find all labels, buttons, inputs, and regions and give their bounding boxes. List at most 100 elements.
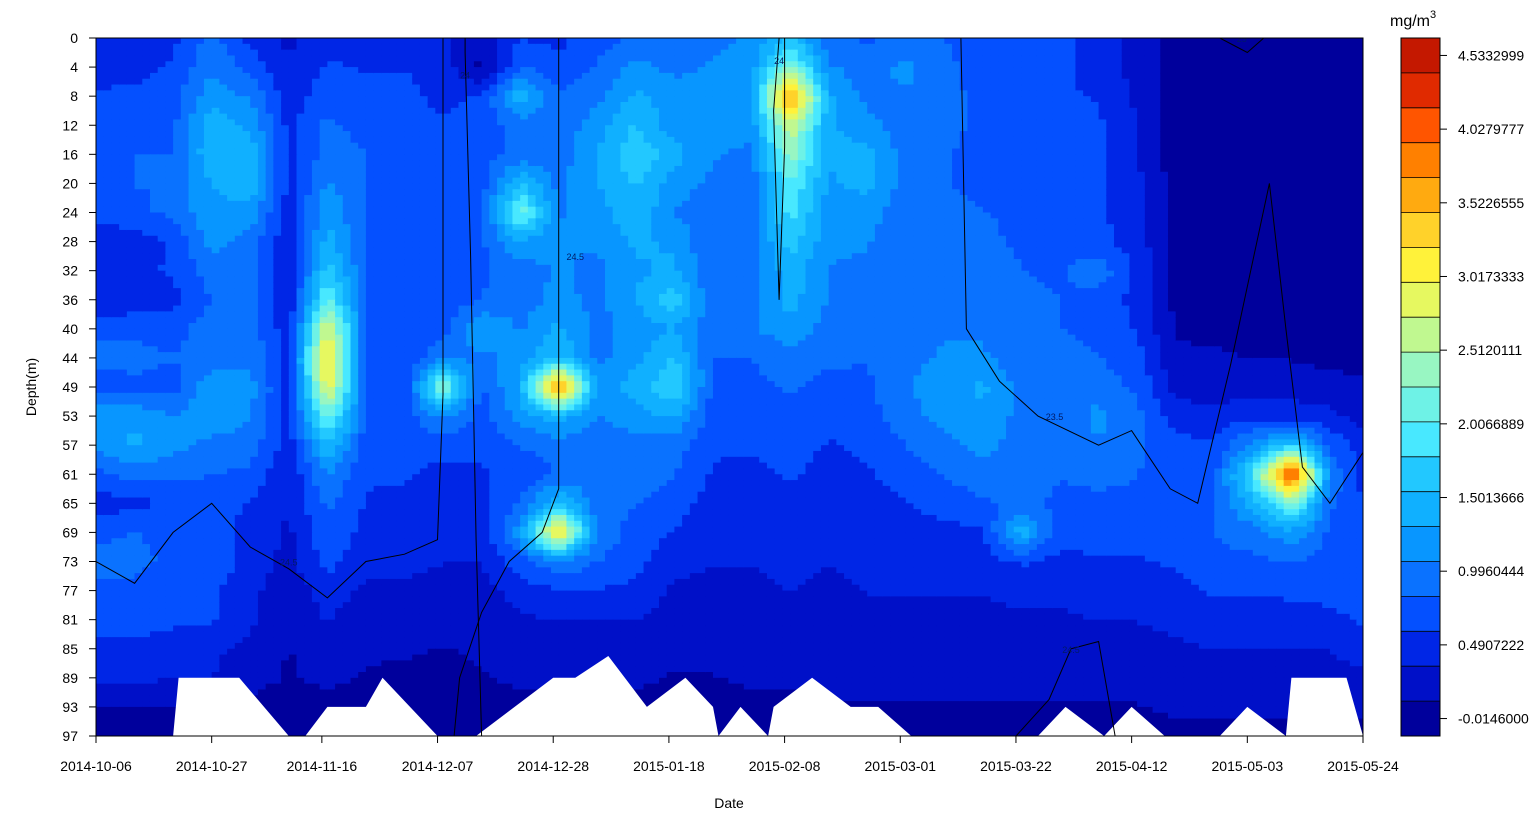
contour-cell — [227, 288, 235, 294]
contour-cell — [374, 108, 382, 114]
contour-cell — [420, 137, 428, 143]
contour-cell — [96, 160, 104, 166]
contour-cell — [389, 655, 397, 661]
contour-cell — [428, 55, 436, 61]
contour-cell — [389, 195, 397, 201]
contour-cell — [389, 166, 397, 172]
contour-cell — [435, 119, 443, 125]
contour-cell — [119, 503, 127, 509]
contour-cell — [374, 282, 382, 288]
contour-cell — [327, 90, 335, 96]
contour-cell — [281, 434, 289, 440]
contour-cell — [243, 61, 251, 67]
contour-cell — [266, 195, 274, 201]
contour-cell — [142, 259, 150, 265]
contour-cell — [212, 38, 220, 44]
contour-cell — [312, 352, 320, 358]
contour-cell — [243, 300, 251, 306]
contour-cell — [397, 79, 405, 85]
contour-cell — [189, 439, 197, 445]
contour-cell — [304, 457, 312, 463]
contour-cell — [189, 323, 197, 329]
contour-cell — [196, 143, 204, 149]
contour-cell — [204, 335, 212, 341]
contour-cell — [374, 532, 382, 538]
contour-cell — [135, 567, 143, 573]
contour-cell — [258, 457, 266, 463]
contour-cell — [381, 160, 389, 166]
contour-cell — [289, 492, 297, 498]
contour-cell — [227, 672, 235, 678]
contour-cell — [374, 73, 382, 79]
contour-cell — [165, 404, 173, 410]
contour-cell — [266, 445, 274, 451]
contour-cell — [250, 643, 258, 649]
contour-cell — [358, 166, 366, 172]
contour-cell — [397, 300, 405, 306]
contour-cell — [297, 189, 305, 195]
contour-cell — [235, 329, 243, 335]
contour-cell — [327, 695, 335, 701]
contour-cell — [320, 486, 328, 492]
contour-cell — [327, 242, 335, 248]
contour-cell — [243, 364, 251, 370]
contour-cell — [96, 684, 104, 690]
contour-cell — [335, 335, 343, 341]
contour-cell — [173, 207, 181, 213]
contour-cell — [104, 224, 112, 230]
contour-cell — [127, 300, 135, 306]
contour-cell — [273, 143, 281, 149]
contour-cell — [389, 515, 397, 521]
contour-cell — [196, 149, 204, 155]
contour-cell — [142, 370, 150, 376]
contour-cell — [243, 265, 251, 271]
contour-cell — [158, 329, 166, 335]
contour-cell — [189, 335, 197, 341]
contour-cell — [312, 486, 320, 492]
contour-cell — [258, 666, 266, 672]
contour-cell — [250, 678, 258, 684]
contour-cell — [158, 614, 166, 620]
contour-cell — [381, 218, 389, 224]
contour-cell — [111, 346, 119, 352]
contour-cell — [189, 67, 197, 73]
contour-cell — [158, 346, 166, 352]
contour-cell — [343, 515, 351, 521]
contour-cell — [219, 195, 227, 201]
contour-cell — [250, 352, 258, 358]
contour-cell — [312, 689, 320, 695]
contour-cell — [374, 172, 382, 178]
contour-cell — [219, 265, 227, 271]
contour-cell — [96, 276, 104, 282]
contour-cell — [212, 276, 220, 282]
contour-cell — [204, 370, 212, 376]
contour-cell — [142, 340, 150, 346]
contour-cell — [297, 137, 305, 143]
contour-cell — [158, 457, 166, 463]
contour-cell — [389, 614, 397, 620]
contour-cell — [158, 486, 166, 492]
contour-cell — [358, 96, 366, 102]
contour-cell — [173, 265, 181, 271]
contour-cell — [266, 457, 274, 463]
contour-cell — [335, 340, 343, 346]
contour-cell — [165, 166, 173, 172]
contour-cell — [304, 154, 312, 160]
contour-cell — [243, 50, 251, 56]
contour-cell — [428, 102, 436, 108]
contour-cell — [266, 672, 274, 678]
contour-cell — [312, 428, 320, 434]
contour-cell — [235, 556, 243, 562]
contour-cell — [397, 579, 405, 585]
contour-cell — [119, 596, 127, 602]
contour-cell — [219, 294, 227, 300]
contour-cell — [158, 643, 166, 649]
contour-cell — [227, 503, 235, 509]
contour-cell — [343, 666, 351, 672]
contour-cell — [320, 61, 328, 67]
contour-cell — [343, 457, 351, 463]
contour-cell — [119, 370, 127, 376]
contour-cell — [219, 428, 227, 434]
contour-cell — [389, 591, 397, 597]
contour-cell — [289, 317, 297, 323]
